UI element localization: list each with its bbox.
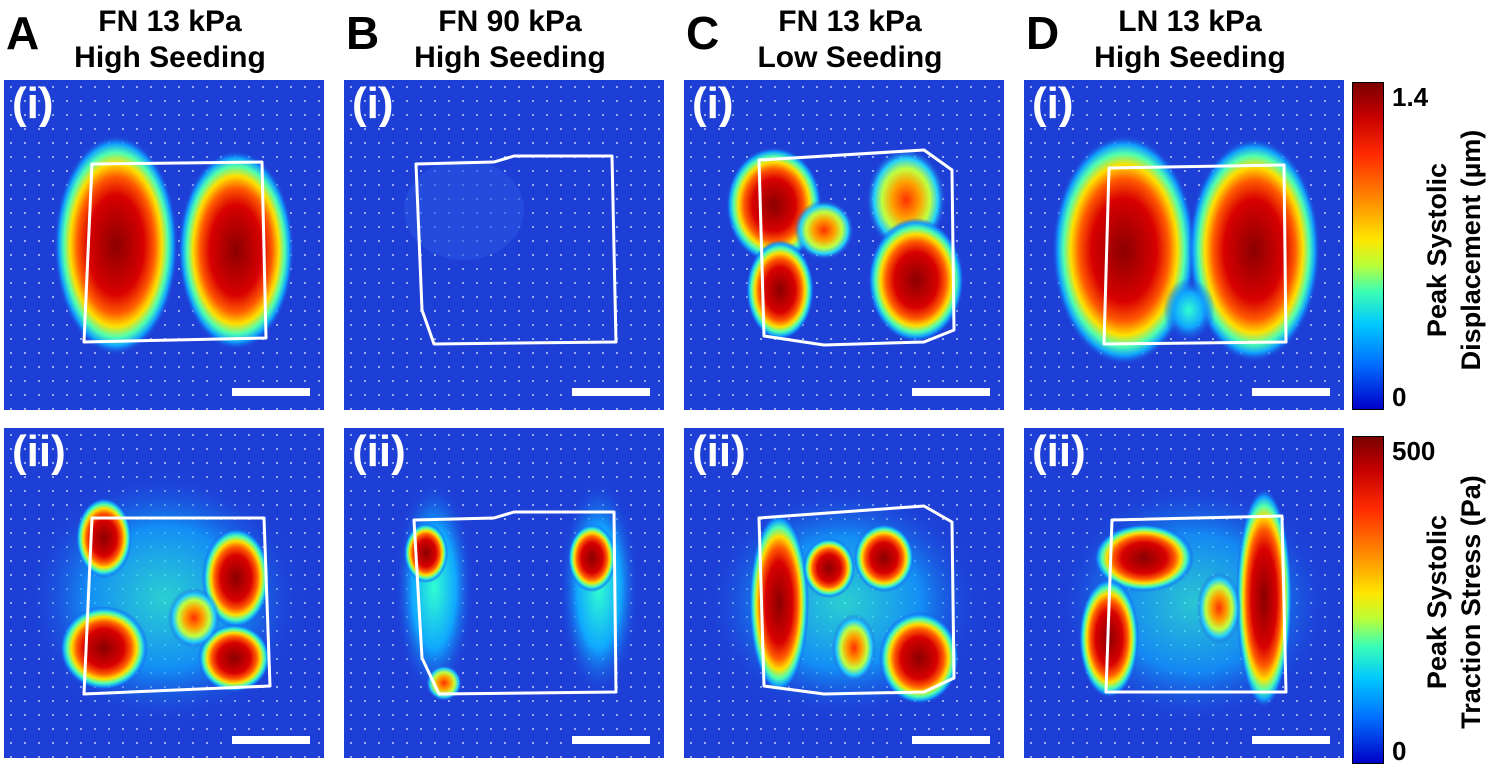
row-label-ii: (ii) — [1032, 428, 1086, 476]
colorbar-displacement-label-line2: Displacement (µm) — [1456, 129, 1486, 371]
scale-bar — [572, 736, 650, 744]
heatmap-panel-d-i: (i) — [1024, 80, 1344, 410]
column-title-d-line1: LN 13 kPa — [1118, 5, 1262, 38]
column-letter-d: D — [1026, 7, 1060, 59]
colorbar-traction-label-line2: Traction Stress (Pa) — [1456, 475, 1486, 729]
scale-bar — [232, 388, 310, 396]
displacement-map-d — [1024, 80, 1344, 410]
column-title-c-line2: Low Seeding — [757, 41, 943, 74]
column-title-c: FN 13 kPa Low Seeding — [720, 4, 980, 76]
heatmap-panel-c-ii: (ii) — [684, 428, 1004, 758]
column-title-a-line2: High Seeding — [74, 41, 266, 74]
heatmap-panel-d-ii: (ii) — [1024, 428, 1344, 758]
colorbar-displacement-max: 1.4 — [1392, 82, 1429, 112]
scale-bar — [1252, 736, 1330, 744]
row-label-i: (i) — [692, 80, 734, 128]
traction-map-c — [684, 428, 1004, 758]
displacement-map-b — [344, 80, 664, 410]
column-letter-c: C — [686, 7, 720, 59]
row-label-ii: (ii) — [352, 428, 406, 476]
column-title-a: FN 13 kPa High Seeding — [40, 4, 300, 76]
colorbar-displacement-min: 0 — [1392, 382, 1407, 412]
colorbar-displacement-label-line1: Peak Systolic — [1422, 162, 1452, 338]
colorbar-traction — [1352, 436, 1384, 764]
scale-bar — [912, 736, 990, 744]
heatmap-panel-c-i: (i) — [684, 80, 1004, 410]
column-title-d-line2: High Seeding — [1094, 41, 1286, 74]
column-title-a-line1: FN 13 kPa — [98, 5, 242, 38]
row-label-ii: (ii) — [692, 428, 746, 476]
scale-bar — [572, 388, 650, 396]
column-letter-b: B — [346, 7, 380, 59]
column-title-c-line1: FN 13 kPa — [778, 5, 922, 38]
heatmap-panel-b-i: (i) — [344, 80, 664, 410]
row-label-i: (i) — [352, 80, 394, 128]
displacement-map-a — [4, 80, 324, 410]
scale-bar — [232, 736, 310, 744]
row-label-ii: (ii) — [12, 428, 66, 476]
traction-map-b — [344, 428, 664, 758]
row-label-i: (i) — [1032, 80, 1074, 128]
colorbar-traction-label-line1: Peak Systolic — [1422, 514, 1452, 690]
heatmap-panel-a-ii: (ii) — [4, 428, 324, 758]
column-letter-a: A — [6, 7, 40, 59]
colorbar-traction-max: 500 — [1392, 436, 1436, 466]
scale-bar — [912, 388, 990, 396]
heatmap-panel-a-i: (i) — [4, 80, 324, 410]
traction-map-a — [4, 428, 324, 758]
colorbar-traction-label: Peak Systolic Traction Stress (Pa) — [1420, 432, 1488, 772]
heatmap-panel-b-ii: (ii) — [344, 428, 664, 758]
colorbar-traction-min: 0 — [1392, 736, 1407, 766]
column-title-b-line1: FN 90 kPa — [438, 5, 582, 38]
colorbar-displacement-label: Peak Systolic Displacement (µm) — [1420, 80, 1488, 420]
scale-bar — [1252, 388, 1330, 396]
traction-map-d — [1024, 428, 1344, 758]
row-label-i: (i) — [12, 80, 54, 128]
column-title-b-line2: High Seeding — [414, 41, 606, 74]
colorbar-displacement — [1352, 82, 1384, 410]
column-title-b: FN 90 kPa High Seeding — [380, 4, 640, 76]
displacement-map-c — [684, 80, 1004, 410]
column-title-d: LN 13 kPa High Seeding — [1060, 4, 1320, 76]
